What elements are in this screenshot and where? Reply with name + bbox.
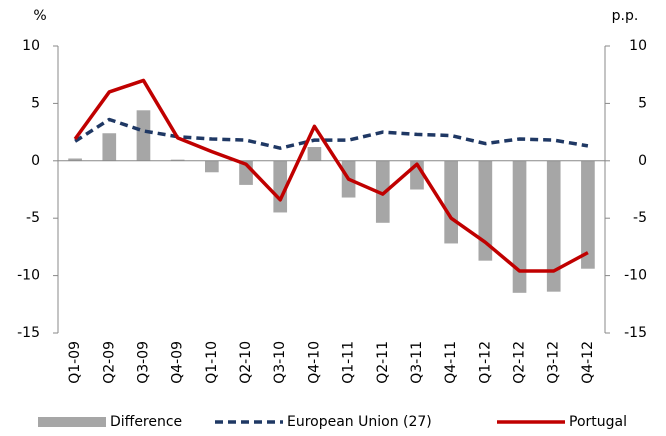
y2-tick-label: -5 [633, 210, 647, 226]
x-tick-label: Q2-09 [101, 341, 117, 384]
bar [68, 158, 82, 161]
legend-swatch [38, 417, 106, 427]
x-tick-label: Q4-09 [170, 341, 186, 384]
x-tick-label: Q4-11 [443, 341, 459, 384]
x-tick-label: Q1-12 [477, 341, 493, 384]
x-tick-label: Q2-10 [238, 341, 254, 384]
y2-tick-label: 10 [629, 38, 647, 54]
y-axis-title: % [33, 8, 46, 24]
legend-label: Portugal [569, 414, 627, 430]
legend-label: European Union (27) [287, 414, 432, 430]
y-tick-label: -5 [26, 210, 40, 226]
y2-tick-label: -10 [624, 268, 647, 284]
bar [136, 110, 151, 161]
line-series [74, 117, 589, 150]
y-tick-label: -15 [17, 325, 40, 341]
bar [273, 160, 288, 213]
x-tick-label: Q2-11 [375, 341, 391, 384]
x-tick-label: Q1-11 [341, 341, 357, 384]
x-tick-label: Q3-11 [409, 341, 425, 384]
bar [478, 160, 493, 261]
x-tick-label: Q3-10 [272, 341, 288, 384]
y2-tick-label: 5 [638, 95, 647, 111]
bar [102, 133, 117, 161]
x-tick-label: Q1-10 [204, 341, 220, 384]
x-tick-label: Q3-09 [135, 341, 151, 384]
bar [205, 160, 219, 173]
x-tick-label: Q1-09 [67, 341, 83, 384]
bar [581, 160, 595, 269]
y2-tick-label: 0 [638, 153, 647, 169]
x-tick-label: Q4-12 [580, 341, 596, 384]
y-tick-label: 10 [22, 38, 40, 54]
legend-label: Difference [110, 414, 182, 430]
y-tick-label: -10 [17, 268, 40, 284]
bar [307, 147, 322, 161]
bar [546, 160, 561, 292]
x-tick-label: Q2-12 [512, 341, 528, 384]
y2-tick-label: -15 [624, 325, 647, 341]
bar [170, 159, 185, 161]
x-tick-label: Q4-10 [306, 341, 322, 384]
x-tick-label: Q3-12 [546, 341, 562, 384]
y-tick-label: 5 [31, 95, 40, 111]
bar [512, 160, 527, 293]
y2-axis-title: p.p. [612, 8, 639, 24]
line-series [73, 78, 589, 273]
y-tick-label: 0 [31, 153, 40, 169]
bar [444, 160, 458, 244]
